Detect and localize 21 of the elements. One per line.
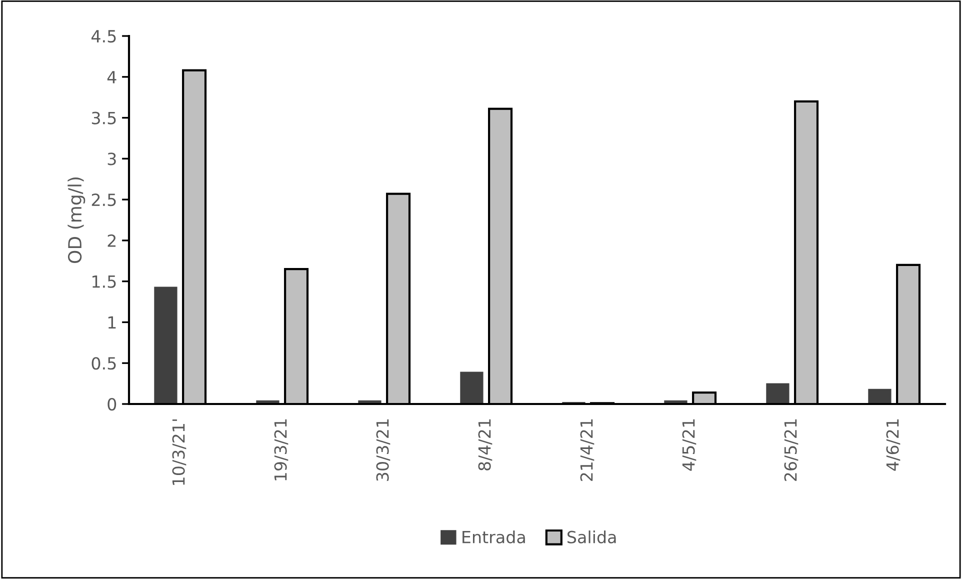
- y-tick-label: 4.5: [92, 30, 116, 43]
- y-tick-label: 3.5: [92, 112, 116, 124]
- x-tick-label: 30/3/21: [376, 419, 390, 481]
- y-axis-title: OD (mg/l): [68, 178, 86, 264]
- y-tick-label: 2: [108, 234, 116, 247]
- x-tick-label: 19/3/21: [274, 419, 288, 480]
- x-tick-label: 21/4/21: [580, 419, 594, 481]
- legend-label: Salida: [568, 530, 616, 544]
- y-tick-label: 0: [108, 398, 116, 411]
- x-tick-label: 4/5/21: [682, 419, 696, 471]
- x-tick-label: 10/3/21': [172, 419, 186, 485]
- x-tick-label: 4/6/21: [886, 419, 900, 471]
- x-tick-label: 26/5/21: [784, 419, 798, 481]
- legend-label: Entrada: [462, 530, 525, 544]
- y-tick-label: 3: [108, 152, 116, 166]
- x-tick-label: 8/4/21: [478, 419, 492, 470]
- y-tick-label: 1: [108, 316, 116, 329]
- y-tick-label: 4: [107, 71, 116, 84]
- y-tick-label: 1.5: [92, 276, 116, 288]
- y-tick-label: 0.5: [92, 357, 116, 370]
- y-tick-label: 2.5: [92, 194, 116, 206]
